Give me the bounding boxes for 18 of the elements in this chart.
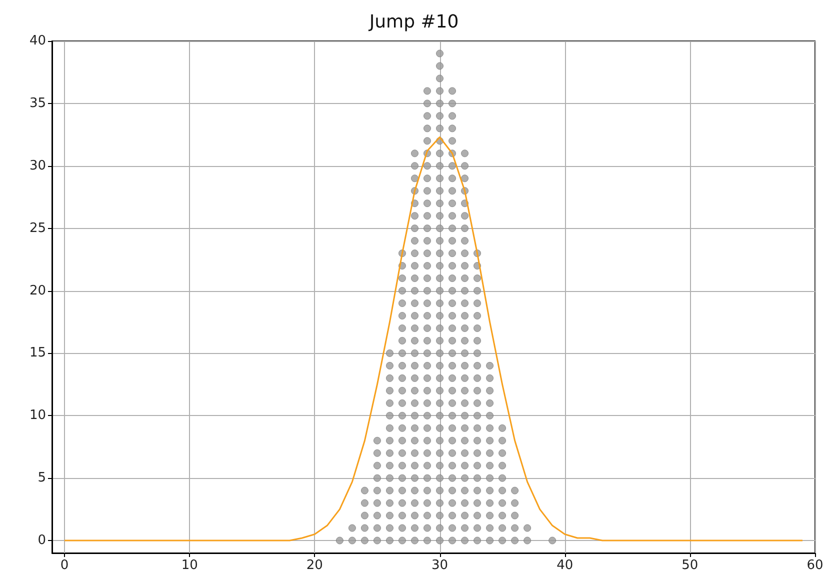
y-tick-label: 15	[29, 346, 46, 361]
y-tick-label: 5	[38, 470, 46, 486]
x-tick-label: 0	[60, 558, 69, 573]
y-tick-label: 0	[38, 533, 46, 548]
y-tick-label: 40	[29, 34, 46, 48]
y-tick-label: 30	[29, 158, 46, 174]
x-tick-label: 40	[556, 558, 574, 573]
x-tick-label: 50	[682, 558, 698, 573]
x-tick-label: 10	[181, 558, 198, 573]
chart-title: Jump #10	[368, 12, 459, 32]
line-series	[64, 136, 804, 542]
x-tick-label: 30	[431, 558, 448, 573]
y-tick-label: 25	[29, 220, 46, 236]
y-tick-label: 20	[29, 283, 46, 298]
x-tick-label: 20	[306, 558, 323, 573]
x-tick-label: 60	[806, 558, 824, 573]
y-tick-label: 10	[29, 408, 46, 424]
y-tick-label: 35	[29, 96, 46, 111]
